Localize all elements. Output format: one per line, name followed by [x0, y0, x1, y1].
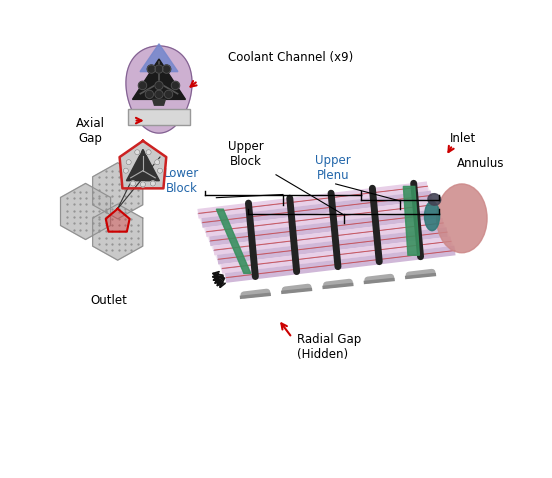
Polygon shape	[132, 59, 185, 99]
Polygon shape	[198, 186, 455, 278]
Polygon shape	[126, 46, 192, 133]
Circle shape	[155, 90, 163, 98]
Circle shape	[126, 160, 131, 165]
Polygon shape	[216, 209, 251, 273]
Polygon shape	[120, 141, 166, 188]
Text: Radial Gap
(Hidden): Radial Gap (Hidden)	[296, 333, 361, 361]
Ellipse shape	[428, 194, 440, 205]
Polygon shape	[93, 204, 143, 260]
Text: Axial
Gap: Axial Gap	[76, 117, 105, 145]
Ellipse shape	[424, 201, 439, 231]
Circle shape	[139, 81, 147, 90]
Circle shape	[147, 65, 156, 73]
Text: Outlet: Outlet	[90, 294, 127, 307]
Text: Lower
Block: Lower Block	[164, 167, 200, 196]
Circle shape	[130, 181, 136, 186]
Polygon shape	[106, 209, 130, 232]
Text: Upper
Plenu: Upper Plenu	[316, 153, 351, 182]
Circle shape	[146, 150, 151, 155]
Circle shape	[164, 90, 173, 98]
Circle shape	[135, 150, 140, 155]
Ellipse shape	[437, 184, 487, 253]
Text: Upper
Block: Upper Block	[229, 140, 264, 168]
Circle shape	[157, 168, 162, 174]
Polygon shape	[126, 150, 160, 181]
Circle shape	[123, 168, 129, 174]
Text: Inlet: Inlet	[450, 131, 476, 144]
Text: Annulus: Annulus	[457, 157, 505, 170]
Circle shape	[140, 182, 146, 187]
Circle shape	[162, 65, 171, 73]
Polygon shape	[404, 186, 420, 255]
Circle shape	[155, 65, 163, 73]
Polygon shape	[61, 184, 110, 239]
Circle shape	[150, 181, 156, 186]
Circle shape	[155, 81, 163, 90]
Circle shape	[171, 81, 179, 90]
Circle shape	[145, 90, 153, 98]
Polygon shape	[140, 44, 178, 72]
Circle shape	[155, 160, 160, 165]
FancyBboxPatch shape	[128, 109, 190, 125]
Polygon shape	[153, 99, 165, 105]
Text: Coolant Channel (x9): Coolant Channel (x9)	[228, 51, 353, 64]
Polygon shape	[93, 163, 143, 219]
